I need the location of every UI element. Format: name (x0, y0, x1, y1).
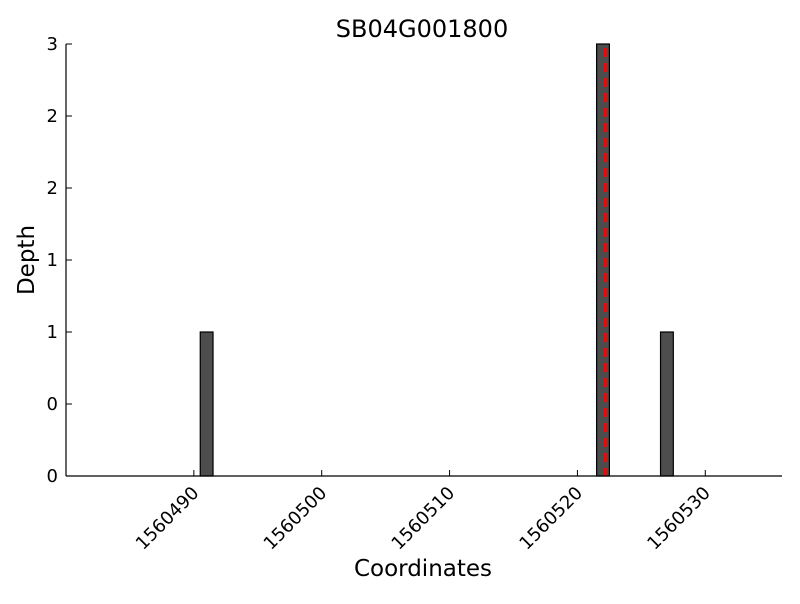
x-tick-label: 1560520 (515, 483, 587, 555)
y-tick-label: 0 (47, 394, 58, 415)
y-axis-label: Depth (14, 225, 40, 295)
x-tick-label: 1560500 (260, 483, 332, 555)
y-tick-label: 0 (47, 466, 58, 487)
y-tick-label: 2 (47, 178, 58, 199)
x-ticks-group: 1560490 1560500 1560510 1560520 1560530 (132, 470, 715, 554)
bars-group (199, 43, 674, 477)
bar-1 (596, 43, 610, 477)
chart-title: SB04G001800 (336, 15, 508, 43)
x-tick-label: 1560490 (132, 483, 204, 555)
x-axis-label: Coordinates (354, 556, 492, 582)
axes-group (65, 44, 782, 477)
y-tick-label: 2 (47, 106, 58, 127)
x-tick-label: 1560530 (643, 483, 715, 555)
bar-2 (659, 331, 674, 477)
y-tick-label: 1 (47, 250, 58, 271)
bar-0 (199, 331, 214, 477)
x-tick-label: 1560510 (388, 483, 460, 555)
y-ticks-group: 0 0 1 1 2 2 3 (47, 34, 72, 487)
y-tick-label: 1 (47, 322, 58, 343)
y-tick-label: 3 (47, 34, 58, 55)
